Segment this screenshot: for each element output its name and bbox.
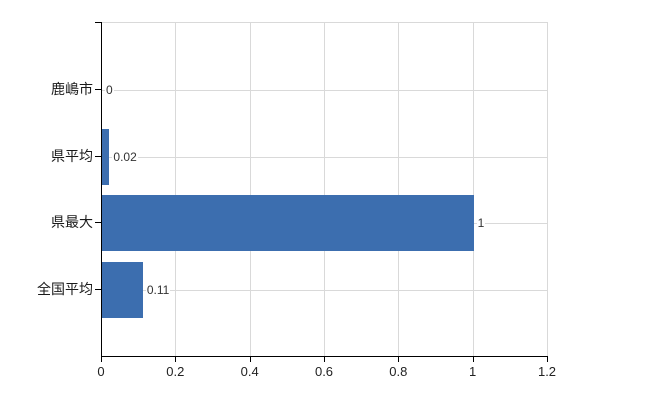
y-axis-top-tick-mark [95,22,101,23]
plot-area: 0 0.02 1 0.11 [101,22,548,357]
x-tick-label: 1 [469,364,477,379]
x-tick-label: 0 [97,364,105,379]
y-gridline [101,156,547,158]
y-gridline [101,89,547,91]
x-gridline [398,23,400,357]
value-label: 0 [105,82,114,97]
category-label: 県平均 [51,147,93,164]
x-tick-mark [398,357,400,362]
x-tick-label: 0.4 [240,364,259,379]
bar [102,195,474,252]
x-tick-label: 0.6 [314,364,334,379]
x-tick-label: 0.2 [166,364,185,379]
x-gridline [324,23,325,357]
x-gridline [175,23,177,357]
y-tick-mark [95,289,101,291]
bar [102,128,110,185]
y-tick-mark [95,155,101,157]
x-tick-mark [324,357,325,362]
bar [102,262,143,319]
x-tick-label: 0.8 [389,364,408,379]
y-gridline [101,290,547,292]
x-tick-mark [472,357,474,362]
value-label: 1 [476,216,486,231]
x-tick-mark [249,357,251,362]
x-gridline [249,23,251,357]
x-tick-mark [175,357,177,362]
x-axis-line [101,356,548,357]
category-label: 県最大 [51,214,93,231]
category-label: 全国平均 [37,281,93,298]
y-tick-mark [95,222,101,224]
x-tick-mark [101,357,102,362]
y-tick-mark [95,88,101,90]
x-tick-mark [547,357,548,362]
x-gridline [472,23,474,357]
value-label: 0.11 [145,283,171,298]
y-axis-line [101,22,102,357]
category-label: 鹿嶋市 [51,80,93,97]
x-tick-label: 1.2 [537,364,557,379]
value-label: 0.02 [112,149,138,164]
